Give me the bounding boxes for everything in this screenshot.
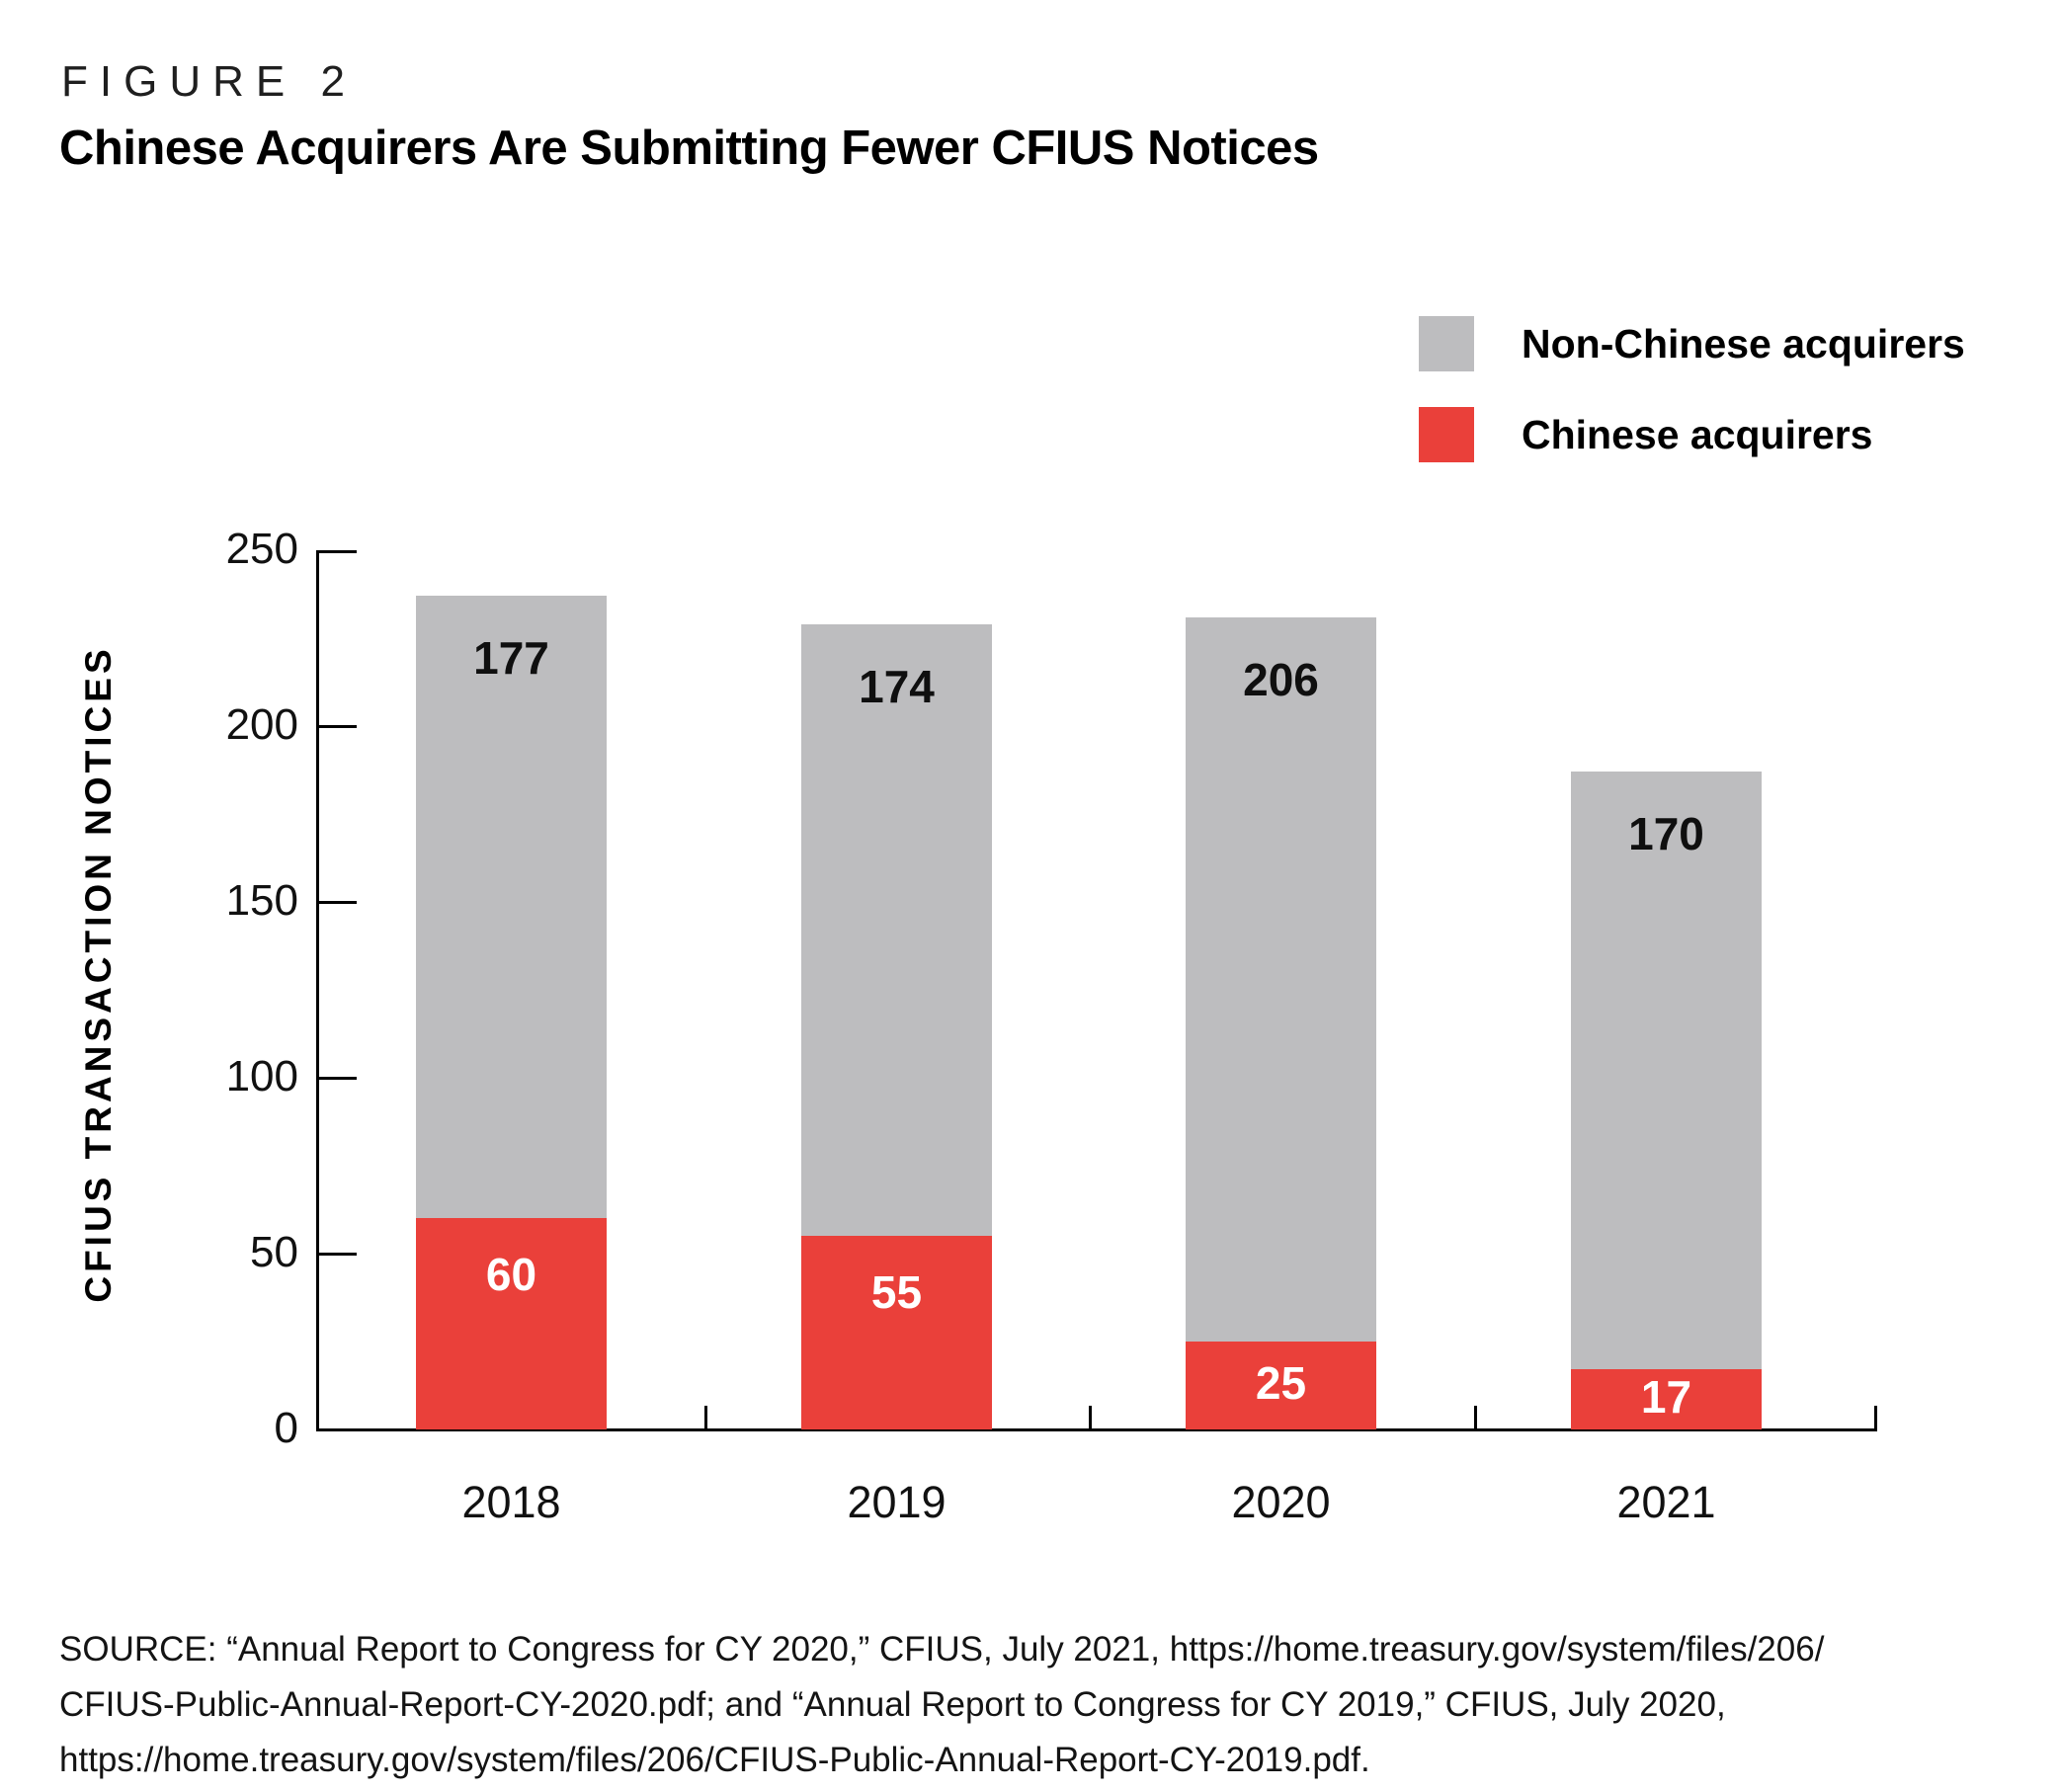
bar-segment-non-chinese-2019	[801, 623, 992, 1237]
legend-swatch-chinese	[1419, 407, 1474, 462]
x-tick-divider	[1473, 1406, 1477, 1429]
y-tick-150	[319, 900, 357, 904]
x-axis-line	[316, 1428, 1877, 1431]
y-tick-label-0: 0	[274, 1404, 298, 1452]
source-line: CFIUS-Public-Annual-Report-CY-2020.pdf; …	[59, 1685, 1726, 1724]
source-line: SOURCE: “Annual Report to Congress for C…	[59, 1630, 1825, 1669]
bar-value-chinese-2018: 60	[485, 1249, 537, 1301]
legend-swatch-non-chinese	[1419, 316, 1474, 371]
legend-label-non-chinese: Non-Chinese acquirers	[1522, 320, 1965, 367]
bar-segment-non-chinese-2020	[1186, 616, 1376, 1342]
legend-item-non-chinese: Non-Chinese acquirers	[1419, 316, 1965, 371]
figure-number: FIGURE 2	[61, 57, 357, 106]
bar-value-non-chinese-2021: 170	[1628, 808, 1704, 860]
x-category-label-2021: 2021	[1616, 1477, 1716, 1527]
y-tick-250	[319, 550, 357, 553]
x-tick-divider	[703, 1406, 707, 1429]
y-tick-label-250: 250	[225, 525, 298, 573]
bar-value-chinese-2021: 17	[1640, 1370, 1692, 1423]
x-axis-end-tick	[1874, 1406, 1877, 1429]
legend-item-chinese: Chinese acquirers	[1419, 407, 1873, 462]
y-tick-50	[319, 1252, 357, 1256]
bar-value-non-chinese-2019: 174	[859, 660, 935, 712]
source-line: https://home.treasury.gov/system/files/2…	[59, 1741, 1370, 1779]
bar-value-chinese-2020: 25	[1255, 1356, 1307, 1409]
x-category-label-2018: 2018	[461, 1477, 561, 1527]
x-tick-divider	[1089, 1406, 1092, 1429]
y-tick-label-200: 200	[225, 700, 298, 749]
y-tick-label-150: 150	[225, 876, 298, 925]
x-category-label-2019: 2019	[847, 1477, 947, 1527]
legend-label-chinese: Chinese acquirers	[1522, 411, 1873, 457]
bar-value-non-chinese-2020: 206	[1243, 653, 1319, 705]
x-category-label-2020: 2020	[1231, 1477, 1331, 1527]
y-tick-label-100: 100	[225, 1052, 298, 1100]
bar-segment-chinese-2018	[416, 1218, 607, 1429]
figure-title: Chinese Acquirers Are Submitting Fewer C…	[59, 122, 1319, 175]
bar-value-non-chinese-2018: 177	[473, 632, 549, 685]
y-tick-100	[319, 1076, 357, 1080]
y-tick-200	[319, 724, 357, 728]
y-tick-label-50: 50	[250, 1228, 298, 1276]
source-note: SOURCE: “Annual Report to Congress for C…	[59, 1622, 1966, 1788]
bar-segment-chinese-2020	[1186, 1342, 1376, 1429]
bar-value-chinese-2019: 55	[870, 1266, 923, 1319]
bar-segment-non-chinese-2021	[1571, 772, 1762, 1370]
y-axis-line	[316, 550, 319, 1429]
bar-segment-chinese-2021	[1571, 1369, 1762, 1429]
bar-segment-non-chinese-2018	[416, 596, 607, 1219]
bar-segment-chinese-2019	[801, 1236, 992, 1429]
